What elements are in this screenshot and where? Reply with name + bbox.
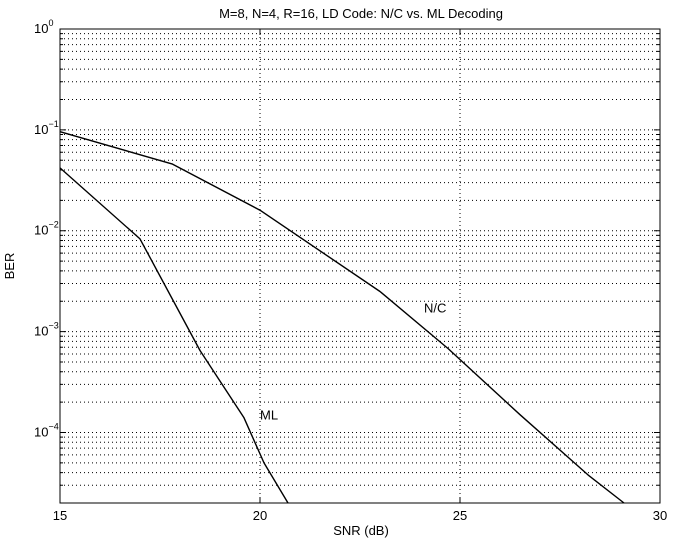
annotation-ml: ML — [260, 407, 278, 422]
annotations: N/C ML — [260, 300, 446, 422]
grid — [60, 29, 660, 504]
y-tick-exponent: −2 — [48, 220, 58, 230]
y-tick-exponent: −4 — [48, 421, 58, 431]
y-tick-exponent: −3 — [48, 321, 58, 331]
x-axis-label: SNR (dB) — [333, 523, 389, 538]
series-layer — [59, 131, 625, 504]
y-axis-label: BER — [2, 253, 17, 280]
y-tick-exponent: 0 — [48, 18, 53, 28]
x-tick-label: 30 — [653, 508, 667, 523]
series-line-ml — [59, 167, 289, 504]
plot-frame — [59, 28, 661, 504]
y-tick-exponent: −1 — [48, 119, 58, 129]
series-line-n-c — [59, 131, 625, 504]
x-tick-label: 20 — [253, 508, 267, 523]
annotation-n-c: N/C — [424, 300, 446, 315]
x-tick-label: 15 — [53, 508, 67, 523]
x-tick-label: 25 — [453, 508, 467, 523]
chart-title: M=8, N=4, R=16, LD Code: N/C vs. ML Deco… — [219, 6, 503, 21]
ticks — [59, 29, 661, 504]
